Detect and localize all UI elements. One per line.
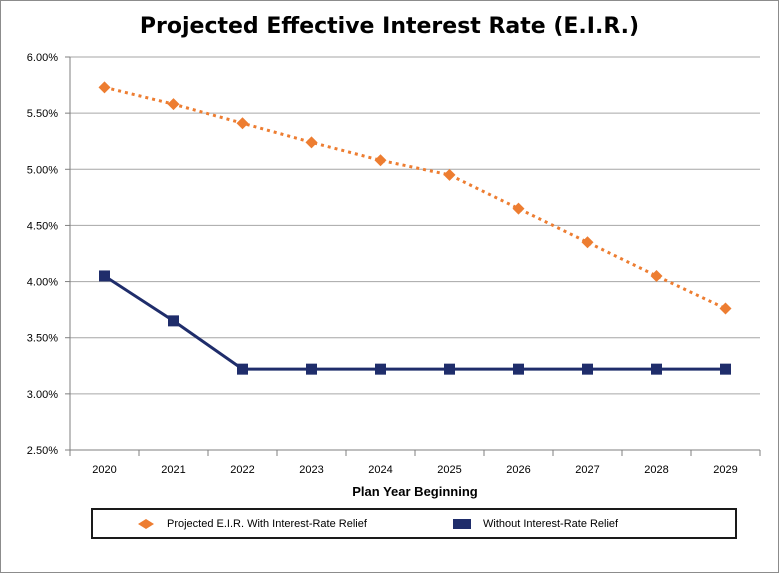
x-tick-label: 2020 (92, 464, 116, 476)
data-point-square (168, 315, 179, 327)
data-point-diamond (167, 98, 180, 111)
chart-title: Projected Effective Interest Rate (E.I.R… (139, 14, 640, 39)
legend-square-marker (453, 518, 471, 529)
data-point-diamond (719, 302, 732, 315)
data-point-square (237, 363, 248, 375)
data-point-square (444, 363, 455, 375)
y-tick-label: 3.00% (27, 389, 58, 401)
data-point-diamond (443, 168, 456, 181)
x-tick-label: 2025 (437, 464, 461, 476)
series-group (98, 81, 732, 375)
data-point-square (99, 270, 110, 282)
series-line (104, 85, 727, 310)
y-tick-label: 6.00% (27, 52, 58, 64)
legend-label-with-relief: Projected E.I.R. With Interest-Rate Reli… (167, 517, 367, 530)
data-point-square (513, 363, 524, 375)
x-axis-label: Plan Year Beginning (352, 484, 478, 499)
x-tick-label: 2024 (368, 464, 392, 476)
gridlines (70, 56, 760, 451)
legend-diamond-shape (138, 518, 154, 529)
x-tick-label: 2021 (161, 464, 185, 476)
x-tick-label: 2023 (299, 464, 323, 476)
data-point-square (582, 363, 593, 375)
data-point-diamond (98, 81, 111, 94)
data-point-diamond (374, 154, 387, 167)
legend-item-without-relief: Without Interest-Rate Relief (449, 510, 618, 537)
y-tick-labels: 2.50% 3.00% 3.50% 4.00% 4.50% 5.00% 5.50% 6.00% (27, 52, 58, 457)
x-tick-label: 2028 (644, 464, 668, 476)
data-point-diamond (512, 202, 525, 215)
legend-diamond-marker (138, 518, 154, 529)
axes (65, 56, 761, 456)
legend-square-shape (453, 518, 471, 529)
legend-label-without-relief: Without Interest-Rate Relief (483, 517, 619, 530)
legend: Projected E.I.R. With Interest-Rate Reli… (91, 508, 737, 539)
x-tick-label: 2029 (713, 464, 737, 476)
y-tick-label: 2.50% (27, 445, 58, 457)
data-point-diamond (650, 269, 663, 282)
x-tick-label: 2027 (575, 464, 599, 476)
y-tick-label: 3.50% (27, 333, 58, 345)
y-tick-label: 4.50% (27, 220, 58, 232)
x-tick-label: 2022 (230, 464, 254, 476)
data-point-diamond (581, 236, 594, 249)
series-line (103, 274, 726, 371)
legend-item-with-relief: Projected E.I.R. With Interest-Rate Reli… (133, 510, 367, 537)
data-point-square (306, 363, 317, 375)
data-point-square (651, 363, 662, 375)
data-point-square (375, 363, 386, 375)
data-point-diamond (236, 117, 249, 130)
y-tick-label: 5.50% (27, 108, 58, 120)
x-tick-label: 2026 (506, 464, 530, 476)
data-point-diamond (305, 136, 318, 149)
x-tick-labels: 2020 2021 2022 2023 2024 2025 2026 2027 2028 2029 (92, 464, 737, 476)
y-tick-label: 4.00% (27, 277, 58, 289)
data-point-square (720, 363, 731, 375)
y-tick-label: 5.00% (27, 164, 58, 176)
